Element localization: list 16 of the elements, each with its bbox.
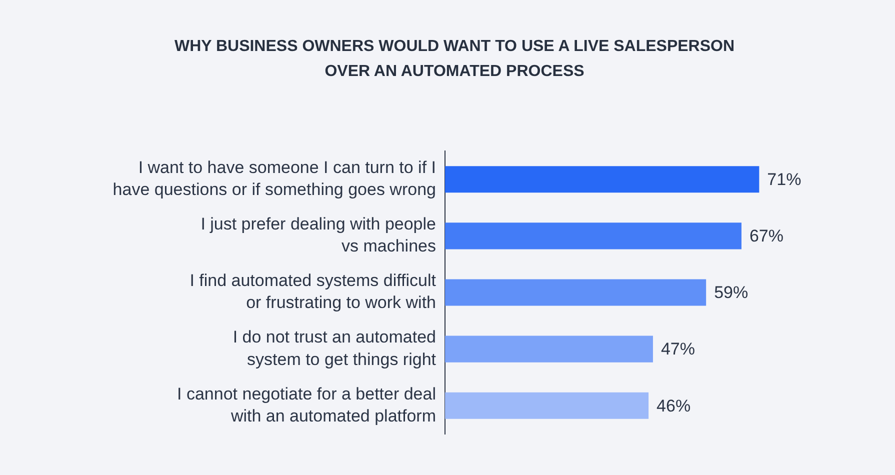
data-label: 67% [749, 226, 784, 246]
data-label: 46% [656, 396, 691, 416]
bar [445, 166, 760, 193]
chart-title: WHY BUSINESS OWNERS WOULD WANT TO USE A LIVE SALESPERSON OVER AN AUTOMATED PROCESS [173, 37, 736, 82]
data-label: 47% [660, 340, 696, 359]
data-label: 71% [767, 170, 802, 190]
bar [445, 279, 706, 306]
y-tick-label: I want to have someone I can turn to if I have questions or if something goes wrong [112, 158, 436, 200]
y-tick-label: I just prefer dealing with people vs machines [200, 214, 436, 256]
y-tick-label: I cannot negotiate for a better deal with an automated platform [177, 384, 436, 426]
y-tick-label: I do not trust an automated system to get things right [232, 328, 436, 369]
bar [445, 392, 649, 419]
bar [445, 222, 742, 250]
y-tick-label: I find automated systems difficult or frustrating to work with [190, 271, 436, 312]
bar [445, 336, 653, 362]
data-label: 59% [714, 283, 748, 302]
